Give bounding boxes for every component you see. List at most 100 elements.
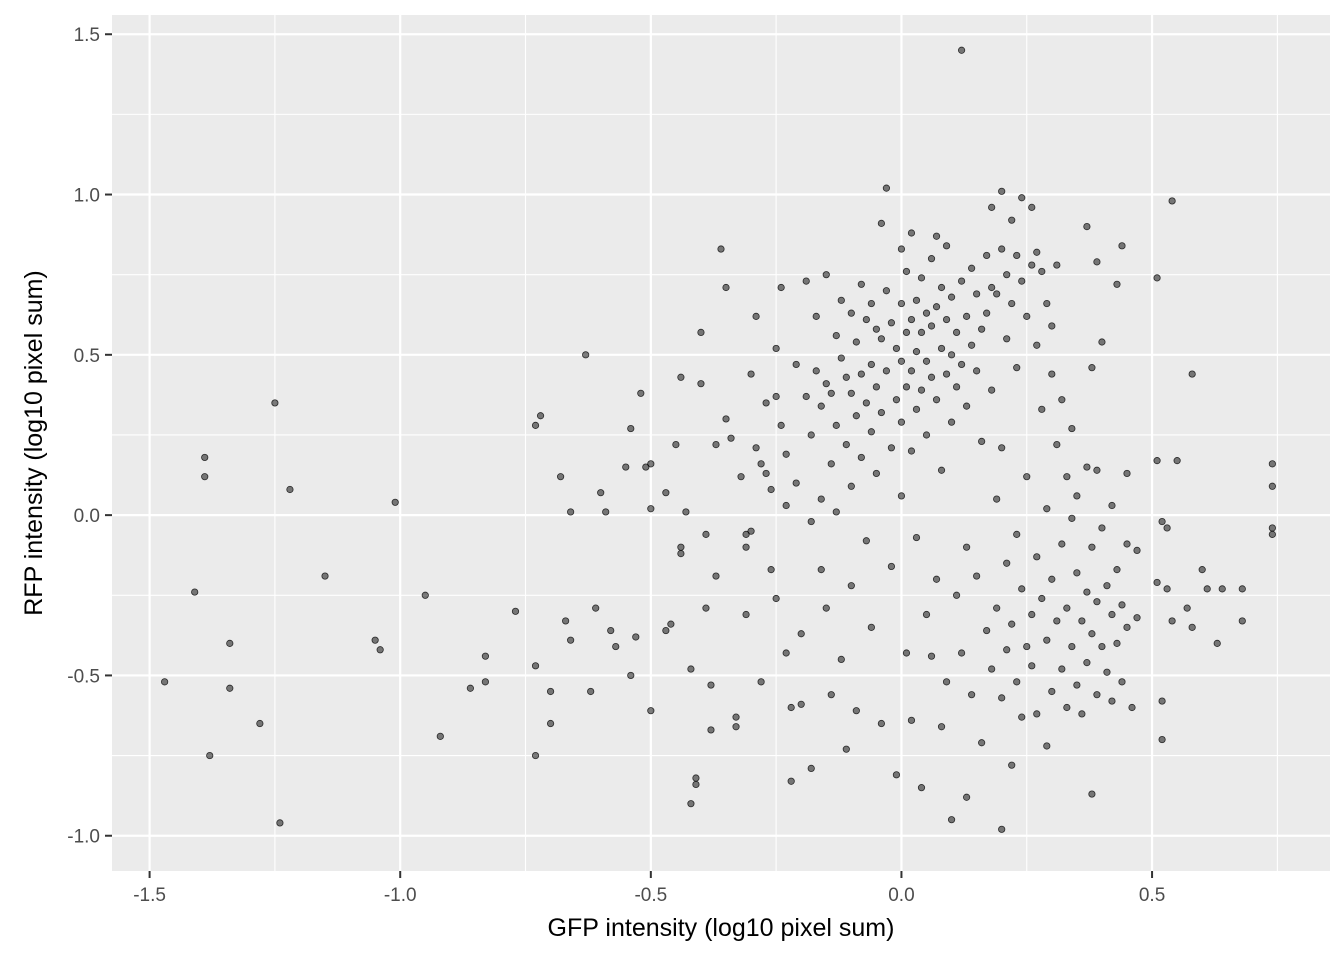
data-point — [988, 665, 996, 673]
data-point — [1158, 735, 1166, 744]
data-point — [1023, 473, 1031, 481]
data-point — [827, 691, 835, 699]
data-point — [957, 360, 966, 369]
data-point — [1043, 742, 1051, 750]
data-point — [802, 277, 810, 285]
data-point — [902, 649, 911, 657]
y-tick-label: 0.5 — [74, 346, 100, 367]
x-tick-label: 0.0 — [888, 885, 914, 906]
data-point — [762, 399, 770, 407]
data-point — [687, 665, 695, 673]
y-tick-label: -0.5 — [67, 666, 100, 687]
y-axis: -1.0 -0.5 0.0 0.5 1.0 1.5 — [67, 25, 112, 848]
data-point — [1153, 578, 1161, 587]
data-point — [782, 649, 790, 657]
data-point — [697, 328, 705, 336]
data-point — [978, 739, 986, 747]
y-tick-label: -1.0 — [67, 827, 100, 848]
data-point — [932, 303, 941, 311]
data-point — [1048, 322, 1056, 330]
data-point — [582, 351, 590, 359]
data-point — [752, 312, 760, 320]
data-point — [963, 543, 971, 551]
data-point — [1093, 466, 1101, 474]
data-point — [767, 566, 775, 574]
data-point — [937, 466, 946, 474]
data-point — [1008, 216, 1016, 224]
data-point — [732, 723, 740, 731]
data-point — [973, 572, 981, 580]
data-point — [1098, 338, 1106, 346]
data-point — [1118, 242, 1126, 250]
data-point — [867, 428, 875, 436]
data-point — [812, 312, 820, 320]
data-point — [737, 473, 745, 481]
data-point — [546, 687, 555, 696]
data-point — [762, 469, 770, 478]
data-point — [897, 357, 906, 365]
data-point — [797, 630, 805, 638]
data-point — [827, 460, 835, 468]
data-point — [692, 780, 700, 789]
data-point — [772, 594, 780, 603]
data-point — [1003, 559, 1011, 567]
major-gridlines — [112, 15, 1330, 871]
data-point — [1018, 194, 1026, 202]
data-point — [897, 492, 906, 500]
data-point — [877, 719, 885, 728]
data-point — [837, 655, 845, 664]
data-point — [1008, 620, 1016, 628]
data-point — [847, 582, 855, 590]
data-point — [206, 751, 214, 760]
data-point — [867, 299, 875, 308]
data-point — [797, 700, 805, 708]
data-point — [807, 764, 815, 773]
data-point — [1083, 659, 1091, 667]
data-point — [892, 771, 901, 779]
data-point — [1053, 441, 1061, 449]
data-point — [937, 344, 946, 353]
data-point — [1158, 697, 1166, 705]
data-point — [1048, 687, 1056, 696]
data-point — [1073, 681, 1081, 689]
data-point — [672, 441, 680, 449]
data-point — [1103, 582, 1111, 590]
data-point — [817, 566, 825, 574]
data-point — [1158, 517, 1166, 526]
data-point — [567, 636, 575, 644]
data-point — [647, 460, 655, 468]
data-point — [912, 296, 921, 304]
data-point — [722, 415, 730, 423]
data-point — [882, 367, 891, 375]
data-point — [842, 745, 850, 753]
data-point — [321, 572, 329, 580]
data-point — [371, 636, 379, 644]
data-point — [1033, 248, 1041, 256]
data-point — [1153, 274, 1161, 282]
data-point — [1103, 668, 1111, 676]
data-point — [1003, 271, 1011, 279]
data-point — [436, 732, 444, 740]
data-point — [842, 441, 850, 449]
data-point — [942, 678, 951, 686]
data-point — [902, 328, 911, 336]
data-point — [822, 604, 830, 612]
data-point — [627, 424, 635, 433]
data-point — [1168, 617, 1176, 625]
data-point — [932, 396, 941, 404]
data-point — [1133, 546, 1141, 555]
data-point — [942, 370, 951, 378]
data-point — [702, 604, 710, 612]
data-point — [481, 652, 490, 660]
data-point — [562, 617, 570, 625]
data-point — [1043, 299, 1051, 308]
data-point — [481, 678, 490, 686]
data-point — [1003, 335, 1011, 343]
data-point — [1068, 642, 1076, 651]
data-point — [1083, 463, 1091, 471]
data-point — [912, 348, 921, 356]
data-point — [1238, 617, 1246, 625]
data-point — [1018, 585, 1026, 593]
data-point — [567, 508, 575, 516]
